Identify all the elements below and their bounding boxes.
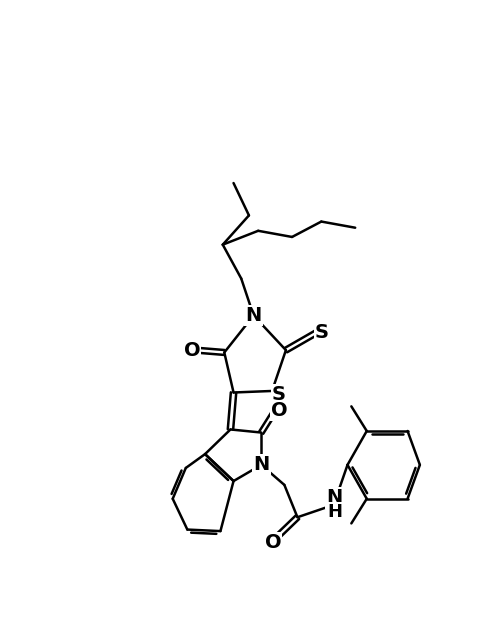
Text: N: N bbox=[327, 488, 343, 508]
Text: S: S bbox=[315, 323, 329, 342]
Text: N: N bbox=[246, 306, 262, 325]
Text: N: N bbox=[253, 456, 270, 474]
Text: H: H bbox=[327, 503, 342, 521]
Text: O: O bbox=[272, 401, 288, 420]
Text: O: O bbox=[184, 340, 200, 360]
Text: O: O bbox=[265, 533, 281, 552]
Text: S: S bbox=[272, 385, 286, 404]
